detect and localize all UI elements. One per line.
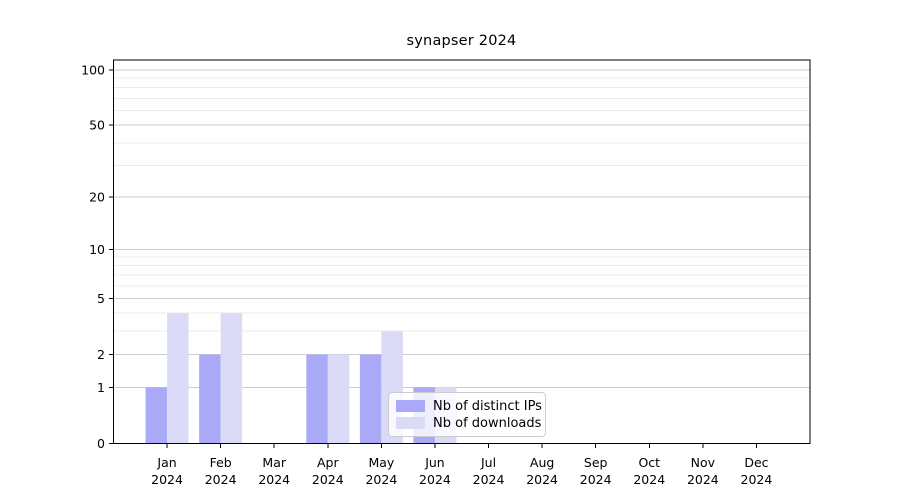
x-tick-label-jan: Jan 2024: [151, 455, 183, 487]
x-tick-label-jun: Jun 2024: [419, 455, 451, 487]
x-tick-label-nov: Nov 2024: [687, 455, 719, 487]
legend-label-distinct-ips: Nb of distinct IPs: [433, 398, 542, 414]
bar-distinct-ips-jan: [145, 387, 168, 444]
chart-title: synapser 2024: [406, 33, 517, 49]
legend-swatch-distinct-ips: [396, 400, 425, 412]
bar-distinct-ips-feb: [199, 354, 221, 444]
x-tick-label-feb: Feb 2024: [205, 455, 237, 487]
y-tick-label: 10: [89, 242, 105, 257]
y-tick-label: 2: [97, 347, 105, 362]
x-tick-label-apr: Apr 2024: [312, 455, 344, 487]
bar-downloads-apr: [327, 354, 350, 444]
x-tick-label-oct: Oct 2024: [633, 455, 665, 487]
plot-border: [113, 59, 811, 444]
x-tick-label-dec: Dec 2024: [741, 455, 773, 487]
bar-downloads-feb: [220, 313, 243, 444]
y-tick-label: 1: [97, 380, 105, 395]
bar-distinct-ips-may: [359, 354, 382, 444]
legend: Nb of distinct IPs Nb of downloads: [388, 392, 546, 437]
x-tick-label-jul: Jul 2024: [473, 455, 505, 487]
y-tick-label: 50: [89, 118, 105, 133]
x-tick-label-sep: Sep 2024: [580, 455, 612, 487]
legend-item-downloads: Nb of downloads: [396, 415, 541, 431]
y-tick-label: 100: [81, 62, 105, 77]
y-tick-label: 5: [97, 291, 105, 306]
legend-swatch-downloads: [396, 417, 425, 429]
y-tick-label: 0: [97, 436, 105, 451]
y-tick-label: 20: [89, 189, 105, 204]
legend-label-downloads: Nb of downloads: [433, 415, 542, 431]
legend-item-distinct-ips: Nb of distinct IPs: [396, 398, 542, 414]
bar-distinct-ips-apr: [306, 354, 328, 444]
x-tick-label-aug: Aug 2024: [526, 455, 558, 487]
bar-downloads-jan: [167, 313, 189, 444]
x-tick-label-mar: Mar 2024: [258, 455, 290, 487]
x-tick-label-may: May 2024: [365, 455, 397, 487]
